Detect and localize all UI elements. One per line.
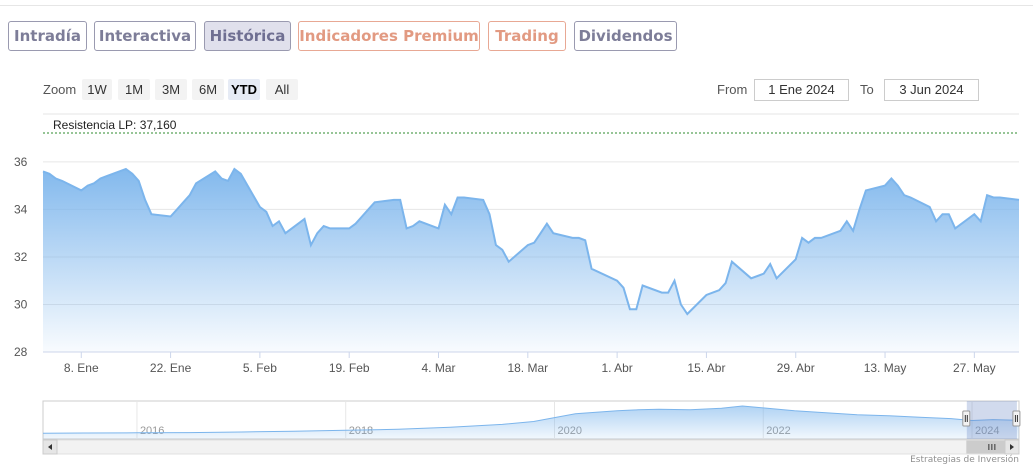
zoom-button-all[interactable]: All bbox=[266, 79, 298, 100]
range-selector: Zoom 1W 1M 3M 6M YTD All From 1 Ene 2024… bbox=[0, 78, 1033, 102]
from-label: From bbox=[717, 82, 748, 97]
y-tick-label: 30 bbox=[14, 297, 28, 311]
x-tick-label: 27. May bbox=[953, 361, 996, 375]
tab-trading[interactable]: Trading bbox=[488, 21, 566, 51]
tab-interactiva[interactable]: Interactiva bbox=[94, 21, 196, 51]
navigator[interactable]: 20162018202020222024 bbox=[42, 400, 1021, 455]
x-tick-label: 18. Mar bbox=[507, 361, 548, 375]
x-tick-label: 19. Feb bbox=[329, 361, 370, 375]
y-tick-label: 28 bbox=[14, 345, 28, 359]
x-tick-label: 5. Feb bbox=[243, 361, 277, 375]
navigator-handle bbox=[1012, 410, 1021, 427]
tab-indicadores-premium[interactable]: Indicadores Premium bbox=[298, 21, 480, 51]
to-date-input[interactable]: 3 Jun 2024 bbox=[884, 79, 979, 101]
price-chart: Resistencia LP: 37,160 28 30 32 34 36 8. Ene… bbox=[14, 113, 1021, 455]
y-tick-label: 36 bbox=[14, 155, 28, 169]
zoom-button-1w[interactable]: 1W bbox=[82, 79, 112, 100]
price-area-fill bbox=[43, 169, 1019, 352]
tab-historica[interactable]: Histórica bbox=[204, 21, 291, 51]
navigator-selection bbox=[966, 401, 1017, 439]
tab-intradia[interactable]: Intradía bbox=[8, 21, 87, 51]
chart-credit: Estrategias de Inversión bbox=[910, 455, 1019, 465]
chevron-right-icon bbox=[1010, 444, 1014, 450]
x-tick-label: 15. Abr bbox=[687, 361, 725, 375]
y-tick-label: 32 bbox=[14, 250, 28, 264]
zoom-button-6m[interactable]: 6M bbox=[192, 79, 224, 100]
x-tick-label: 1. Abr bbox=[601, 361, 632, 375]
zoom-button-1m[interactable]: 1M bbox=[118, 79, 150, 100]
tab-dividendos[interactable]: Dividendos bbox=[574, 21, 677, 51]
zoom-button-3m[interactable]: 3M bbox=[155, 79, 187, 100]
navigator-line bbox=[42, 405, 1020, 434]
y-tick-label: 34 bbox=[14, 202, 28, 216]
x-tick-label: 8. Ene bbox=[64, 361, 99, 375]
navigator-area bbox=[43, 406, 1019, 439]
scrollbar-track bbox=[42, 439, 1020, 455]
y-axis: 28 30 32 34 36 bbox=[14, 155, 28, 359]
to-label: To bbox=[860, 82, 874, 97]
from-date-input[interactable]: 1 Ene 2024 bbox=[754, 79, 849, 101]
x-tick-label: 13. May bbox=[864, 361, 907, 375]
chevron-left-icon bbox=[48, 444, 52, 450]
x-axis: 8. Ene 22. Ene 5. Feb 19. Feb 4. Mar 18. Mar 1… bbox=[43, 351, 1019, 375]
price-area bbox=[42, 167, 1020, 352]
x-tick-label: 22. Ene bbox=[150, 361, 192, 375]
x-tick-label: 29. Abr bbox=[777, 361, 815, 375]
navigator-handle bbox=[962, 410, 971, 427]
price-line bbox=[42, 167, 1020, 316]
zoom-button-ytd[interactable]: YTD bbox=[228, 79, 260, 100]
resistance-label: Resistencia LP: 37,160 bbox=[53, 118, 177, 132]
resistance-annotation: Resistencia LP: 37,160 bbox=[43, 118, 1019, 134]
zoom-label: Zoom bbox=[43, 82, 77, 97]
top-rule bbox=[0, 5, 1033, 6]
x-tick-label: 4. Mar bbox=[421, 361, 455, 375]
